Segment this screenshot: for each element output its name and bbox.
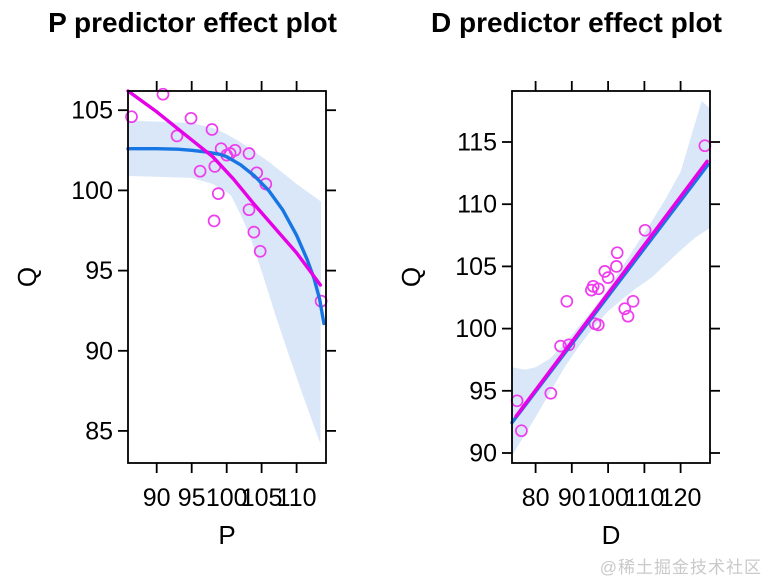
data-point [621,309,635,323]
data-point [618,302,632,316]
x-tick-label: 110 [277,484,317,512]
data-point [601,271,615,284]
data-point [515,424,528,438]
y-tick-label: 105 [455,253,497,281]
data-point [560,294,574,308]
data-point [253,244,267,258]
y-tick-label: 95 [469,377,497,405]
y-axis-label: Q [12,267,42,287]
y-tick-label: 115 [457,129,497,157]
x-tick-label: 100 [206,484,248,512]
panel-d-effect: D predictor effect plot 80 90 100 110 120 90 9… [384,0,769,582]
x-tick-label: 110 [624,484,664,512]
data-point [125,110,138,124]
y-tick-label: 100 [71,177,113,205]
x-tick-label: 105 [241,484,283,512]
data-point [610,246,624,260]
x-tick-label: 80 [522,484,550,512]
data-point [211,187,225,200]
x-tick-label: 95 [178,484,206,512]
data-point [598,265,612,278]
data-point [626,294,640,308]
y-tick-label: 95 [85,257,113,285]
plot-box [511,90,711,464]
data-point [554,339,567,353]
data-point [585,283,598,297]
x-axis-label: D [602,520,621,550]
data-point [610,260,623,273]
data-point [247,225,261,239]
data-point [242,203,256,217]
data-point [242,147,256,160]
chart-title-p: P predictor effect plot [48,7,337,38]
confidence-band [512,101,710,456]
data-point [156,87,170,101]
data-point [638,223,652,237]
panel-p-effect: P predictor effect plot 90 95 100 105 110 85 9… [12,7,337,550]
y-tick-label: 90 [85,337,113,365]
residual-smooth-line [514,159,709,418]
x-tick-label: 120 [660,484,702,512]
y-axis-label: Q [396,267,426,287]
data-point [184,111,198,125]
data-point [170,129,184,143]
data-point [207,214,221,228]
chart-title-d: D predictor effect plot [431,7,722,38]
data-point [591,282,605,296]
residual-smooth-line [126,89,323,287]
watermark: @稀土掘金技术社区 [599,558,762,577]
data-point [544,386,558,400]
data-point [205,123,219,136]
confidence-band [128,120,322,444]
y-tick-label: 85 [85,417,113,445]
x-tick-label: 90 [558,484,586,512]
data-point [591,318,605,332]
y-tick-label: 110 [457,191,497,219]
x-axis-label: P [218,520,235,550]
y-tick-label: 105 [71,97,113,125]
x-tick-label: 90 [143,484,171,512]
y-tick-label: 90 [469,440,497,468]
data-point [193,164,207,178]
y-tick-label: 100 [455,315,497,343]
x-tick-label: 100 [587,484,629,512]
data-point [228,143,242,157]
